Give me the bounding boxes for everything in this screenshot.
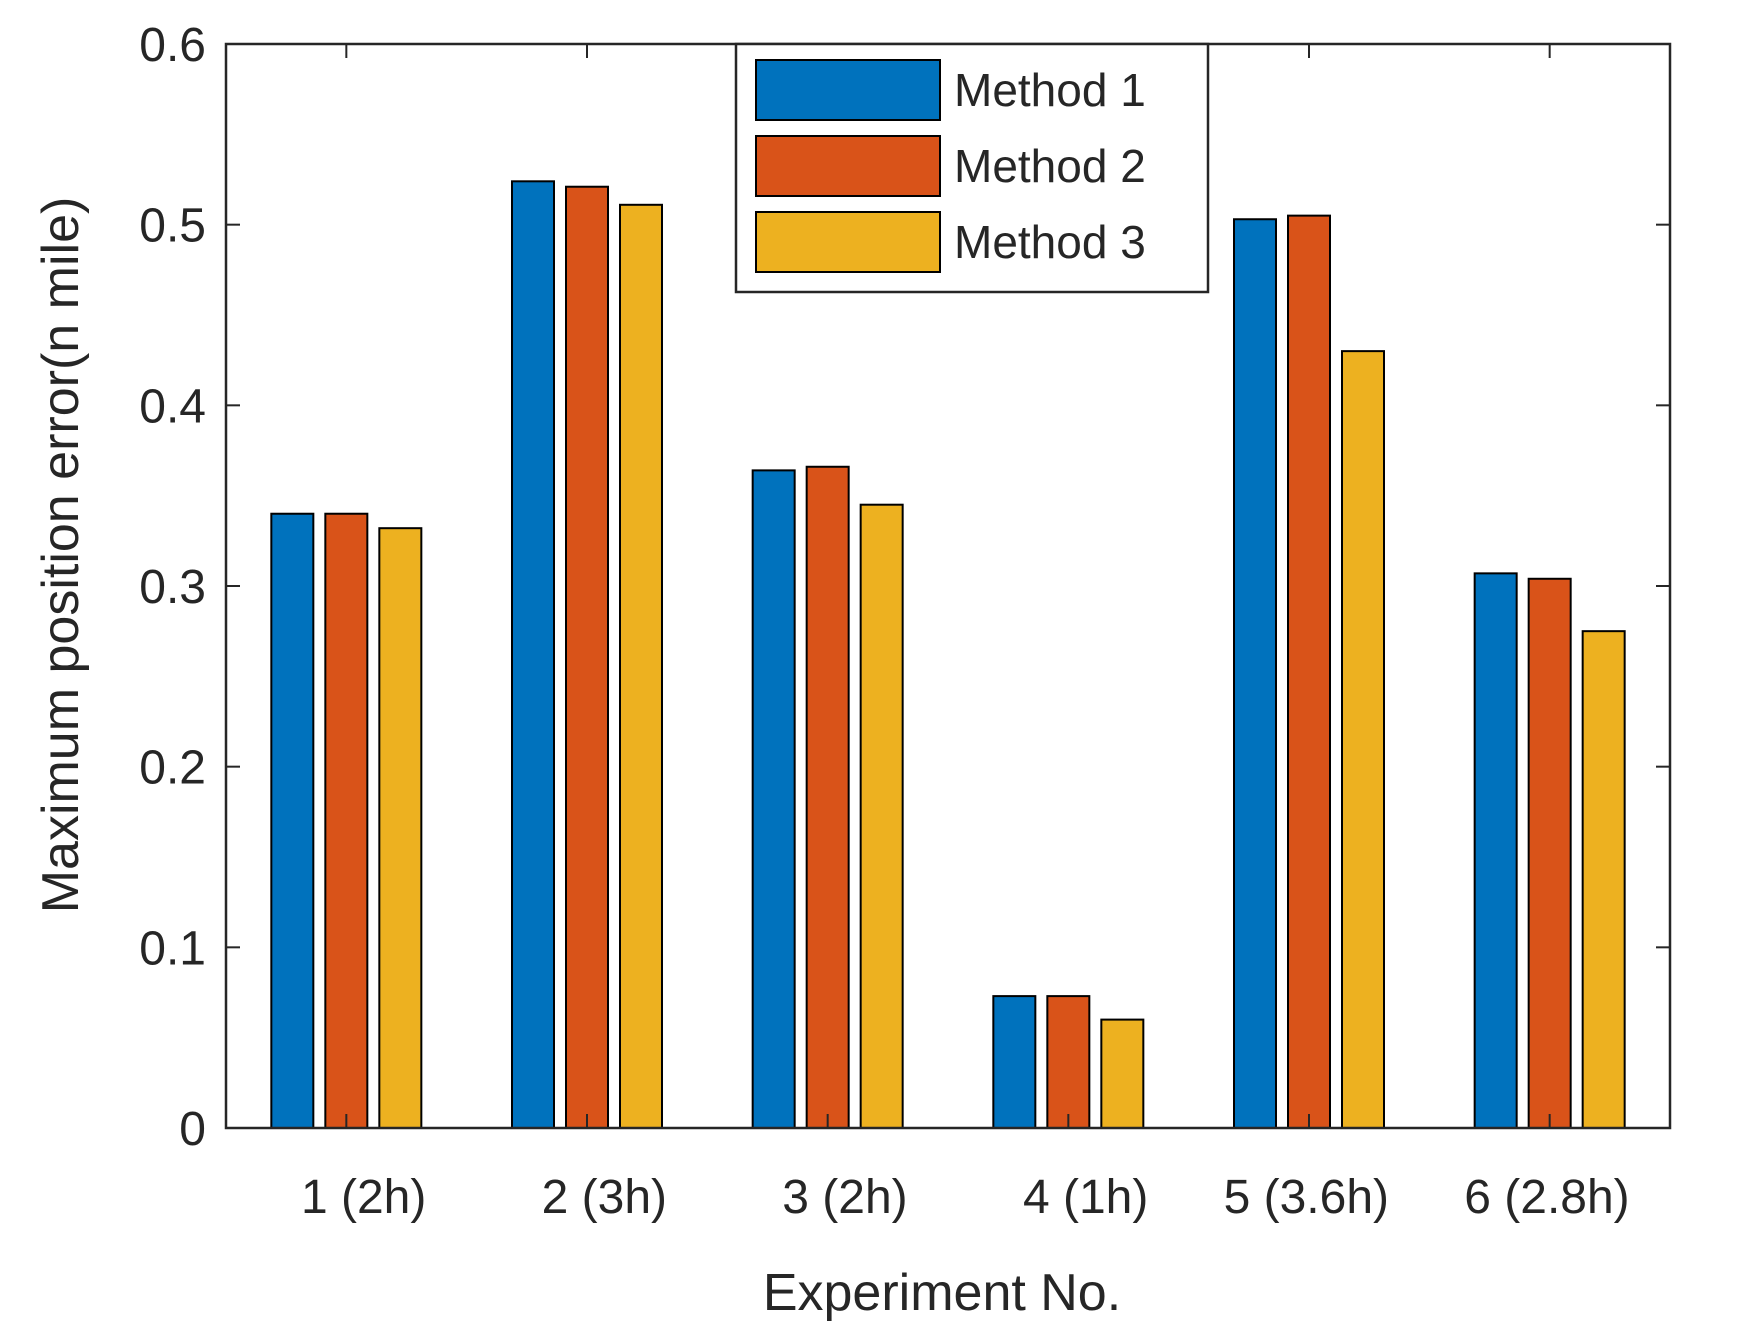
y-axis-label: Maximum position error(n mile): [32, 197, 90, 914]
x-tick-label: 6 (2.8h): [1464, 1171, 1629, 1224]
y-tick-label: 0: [179, 1103, 206, 1156]
bar-method-2-5: [1287, 214, 1331, 1129]
bar-method-1-6: [1473, 572, 1518, 1129]
x-tick-label: 4 (1h): [1023, 1171, 1148, 1224]
bar-method-1-3: [751, 469, 796, 1129]
legend-swatch-3: [755, 211, 941, 273]
bar-method-1-1: [270, 512, 315, 1129]
bar-method-3-1: [378, 527, 423, 1129]
legend-label-2: Method 2: [954, 140, 1146, 192]
y-tick-label: 0.6: [139, 19, 206, 72]
bar-method-2-3: [805, 465, 850, 1129]
bar-method-1-2: [511, 180, 555, 1130]
y-tick-label: 0.2: [139, 742, 206, 795]
legend-label-1: Method 1: [954, 64, 1146, 116]
legend-label-3: Method 3: [954, 216, 1146, 268]
legend-swatch-2: [755, 135, 941, 197]
bar-method-3-3: [859, 503, 904, 1129]
legend-swatch-1: [755, 59, 941, 121]
x-tick-label: 5 (3.6h): [1224, 1171, 1389, 1224]
bar-method-3-2: [619, 203, 663, 1129]
bar-method-1-4: [992, 995, 1037, 1130]
legend[interactable]: Method 1 Method 2 Method 3: [734, 42, 1210, 294]
bar-method-3-6: [1581, 630, 1626, 1130]
x-tick-label: 2 (3h): [542, 1171, 667, 1224]
x-tick-label: 1 (2h): [301, 1171, 426, 1224]
bar-method-1-5: [1233, 218, 1277, 1130]
y-tick-label: 0.4: [139, 380, 206, 433]
x-axis-label: Experiment No.: [763, 1264, 1121, 1322]
bar-method-2-1: [324, 512, 369, 1129]
y-tick-label: 0.1: [139, 922, 206, 975]
y-tick-label: 0.5: [139, 200, 206, 253]
bars-group: [270, 180, 1626, 1130]
bar-method-2-2: [565, 185, 609, 1129]
axes-group: 0 0.1 0.2 0.3 0.4 0.5 0.6 1 (2h) 2 (3h) 3 (2h) 4 (…: [139, 19, 1672, 1224]
bar-method-2-6: [1527, 577, 1572, 1129]
y-tick-label: 0.3: [139, 561, 206, 614]
bar-method-2-4: [1046, 995, 1091, 1130]
bar-method-3-5: [1341, 350, 1385, 1129]
x-tick-label: 3 (2h): [782, 1171, 907, 1224]
bar-method-3-4: [1100, 1018, 1145, 1129]
